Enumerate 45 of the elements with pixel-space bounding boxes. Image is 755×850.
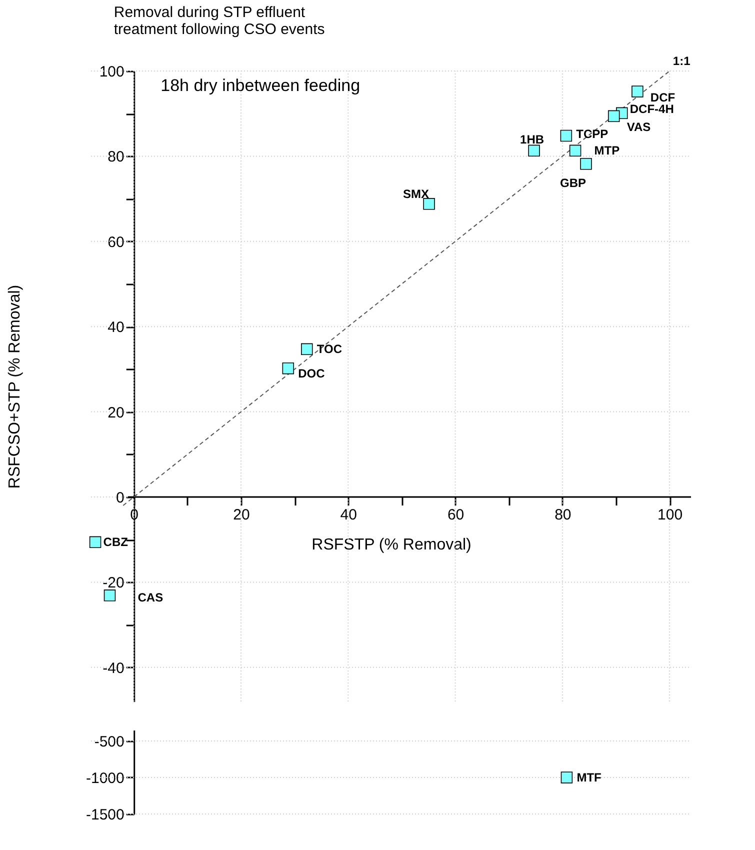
- annotation: 18h dry inbetween feeding: [160, 76, 360, 95]
- y-tick-label: 60: [108, 234, 124, 251]
- annotation: TCPP: [576, 126, 608, 141]
- chart-title: Removal during STP effluent treatment following CSO events: [114, 4, 325, 38]
- annotation: MTP: [594, 144, 620, 158]
- annotation: VAS: [626, 120, 651, 134]
- x-tick-label: 40: [340, 506, 357, 524]
- annotation: SMX: [403, 186, 430, 201]
- point: [608, 110, 620, 122]
- x-tick-label: 100: [658, 506, 683, 524]
- y-tick-label: 100: [99, 64, 124, 80]
- y-tick-label: -1000: [86, 770, 124, 787]
- x-axis-title: RSFSTP (% Removal): [312, 536, 472, 554]
- point: [580, 158, 592, 170]
- point: [104, 590, 116, 602]
- y-tick-label: -1500: [86, 806, 124, 824]
- y-tick-label: 0: [116, 490, 124, 506]
- point: [89, 536, 102, 548]
- y-tick-label: -500: [94, 733, 124, 750]
- annotation: MTF: [576, 770, 602, 784]
- annotation: CBZ: [103, 535, 128, 550]
- annotation: TOC: [316, 342, 342, 356]
- point: [301, 343, 313, 356]
- annotation: GBP: [560, 176, 586, 190]
- point: [560, 130, 572, 142]
- x-tick-label: 80: [554, 506, 572, 524]
- annotation: DCF: [650, 90, 676, 104]
- y-tick-label: -20: [102, 574, 124, 592]
- x-tick-label: 60: [447, 506, 464, 524]
- x-tick-label: 20: [233, 506, 250, 524]
- point: [423, 198, 435, 210]
- point: [569, 144, 582, 157]
- point: [282, 362, 294, 374]
- annotation: DCF-4H: [630, 102, 674, 116]
- y-tick-label: 80: [108, 148, 124, 166]
- y-tick-label: 40: [108, 319, 124, 336]
- y-axis-title: RSFCSO+STP (% Removal): [6, 284, 24, 489]
- y-tick-label: -40: [102, 660, 124, 677]
- annotation: 1HB: [520, 132, 544, 147]
- series-label: 1:1: [672, 54, 691, 68]
- point: [528, 144, 540, 157]
- annotation: DOC: [298, 366, 326, 380]
- point: [632, 86, 644, 98]
- y-tick-label: 20: [108, 404, 124, 422]
- annotation: CAS: [138, 590, 164, 604]
